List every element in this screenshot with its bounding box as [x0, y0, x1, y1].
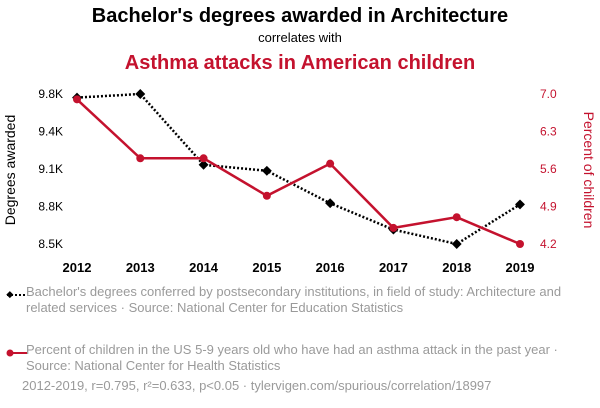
data-point-asthma [136, 154, 145, 163]
left-tick-label: 8.8K [38, 200, 63, 214]
x-tick-label: 2018 [442, 260, 471, 275]
data-point-asthma [452, 213, 461, 222]
data-point-asthma [389, 223, 398, 232]
x-tick-label: 2019 [506, 260, 535, 275]
x-tick-label: 2013 [126, 260, 155, 275]
left-axis-label: Degrees awarded [2, 115, 18, 226]
left-tick-label: 9.8K [38, 87, 63, 101]
chart-title: Bachelor's degrees awarded in Architectu… [92, 5, 508, 27]
x-tick-label: 2017 [379, 260, 408, 275]
x-tick-label: 2015 [252, 260, 281, 275]
footer-stats: 2012-2019, r=0.795, r²=0.633, p<0.05 · t… [22, 378, 492, 393]
data-point-degrees [261, 165, 272, 176]
left-tick-label: 8.5K [38, 237, 63, 251]
right-tick-label: 4.9 [540, 200, 557, 214]
series-line-asthma [76, 98, 521, 246]
right-tick-label: 6.3 [540, 125, 557, 139]
right-tick-label: 5.6 [540, 162, 557, 176]
x-tick-label: 2014 [189, 260, 219, 275]
data-point-degrees [198, 159, 209, 170]
legend-swatch-asthma [6, 349, 27, 357]
series-group [72, 89, 525, 249]
data-point-degrees [451, 239, 462, 249]
right-axis-label: Percent of children [581, 112, 597, 229]
data-point-asthma [262, 191, 271, 200]
legend-item-asthma: Percent of children in the US 5-9 years … [6, 342, 586, 374]
right-tick-label: 7.0 [540, 87, 557, 101]
legend-swatch-degrees [6, 291, 27, 299]
legend-label-asthma: Percent of children in the US 5-9 years … [26, 342, 558, 373]
legend-label-degrees: Bachelor's degrees conferred by postseco… [26, 284, 562, 315]
legend-item-degrees: Bachelor's degrees conferred by postseco… [6, 284, 586, 316]
left-tick-label: 9.4K [38, 125, 63, 139]
chart-subtitle: correlates with [258, 30, 342, 45]
left-tick-label: 9.1K [38, 162, 63, 176]
x-tick-label: 2016 [316, 260, 345, 275]
x-tick-label: 2012 [63, 260, 92, 275]
right-tick-label: 4.2 [540, 237, 557, 251]
data-point-degrees [515, 199, 525, 210]
data-point-asthma [516, 240, 524, 248]
right-axis-ticks: 4.2 4.9 5.6 6.3 7.0 [540, 87, 557, 251]
data-point-asthma [326, 159, 335, 168]
data-point-asthma [73, 95, 81, 104]
data-point-asthma [199, 154, 208, 163]
chart-title-2: Asthma attacks in American children [125, 52, 476, 74]
data-point-degrees [325, 198, 336, 209]
data-point-degrees [135, 89, 146, 99]
x-axis-ticks: 2012 2013 2014 2015 2016 2017 2018 2019 [63, 260, 535, 275]
left-axis-ticks: 8.5K 8.8K 9.1K 9.4K 9.8K [38, 87, 63, 251]
series-line-degrees [76, 92, 521, 246]
